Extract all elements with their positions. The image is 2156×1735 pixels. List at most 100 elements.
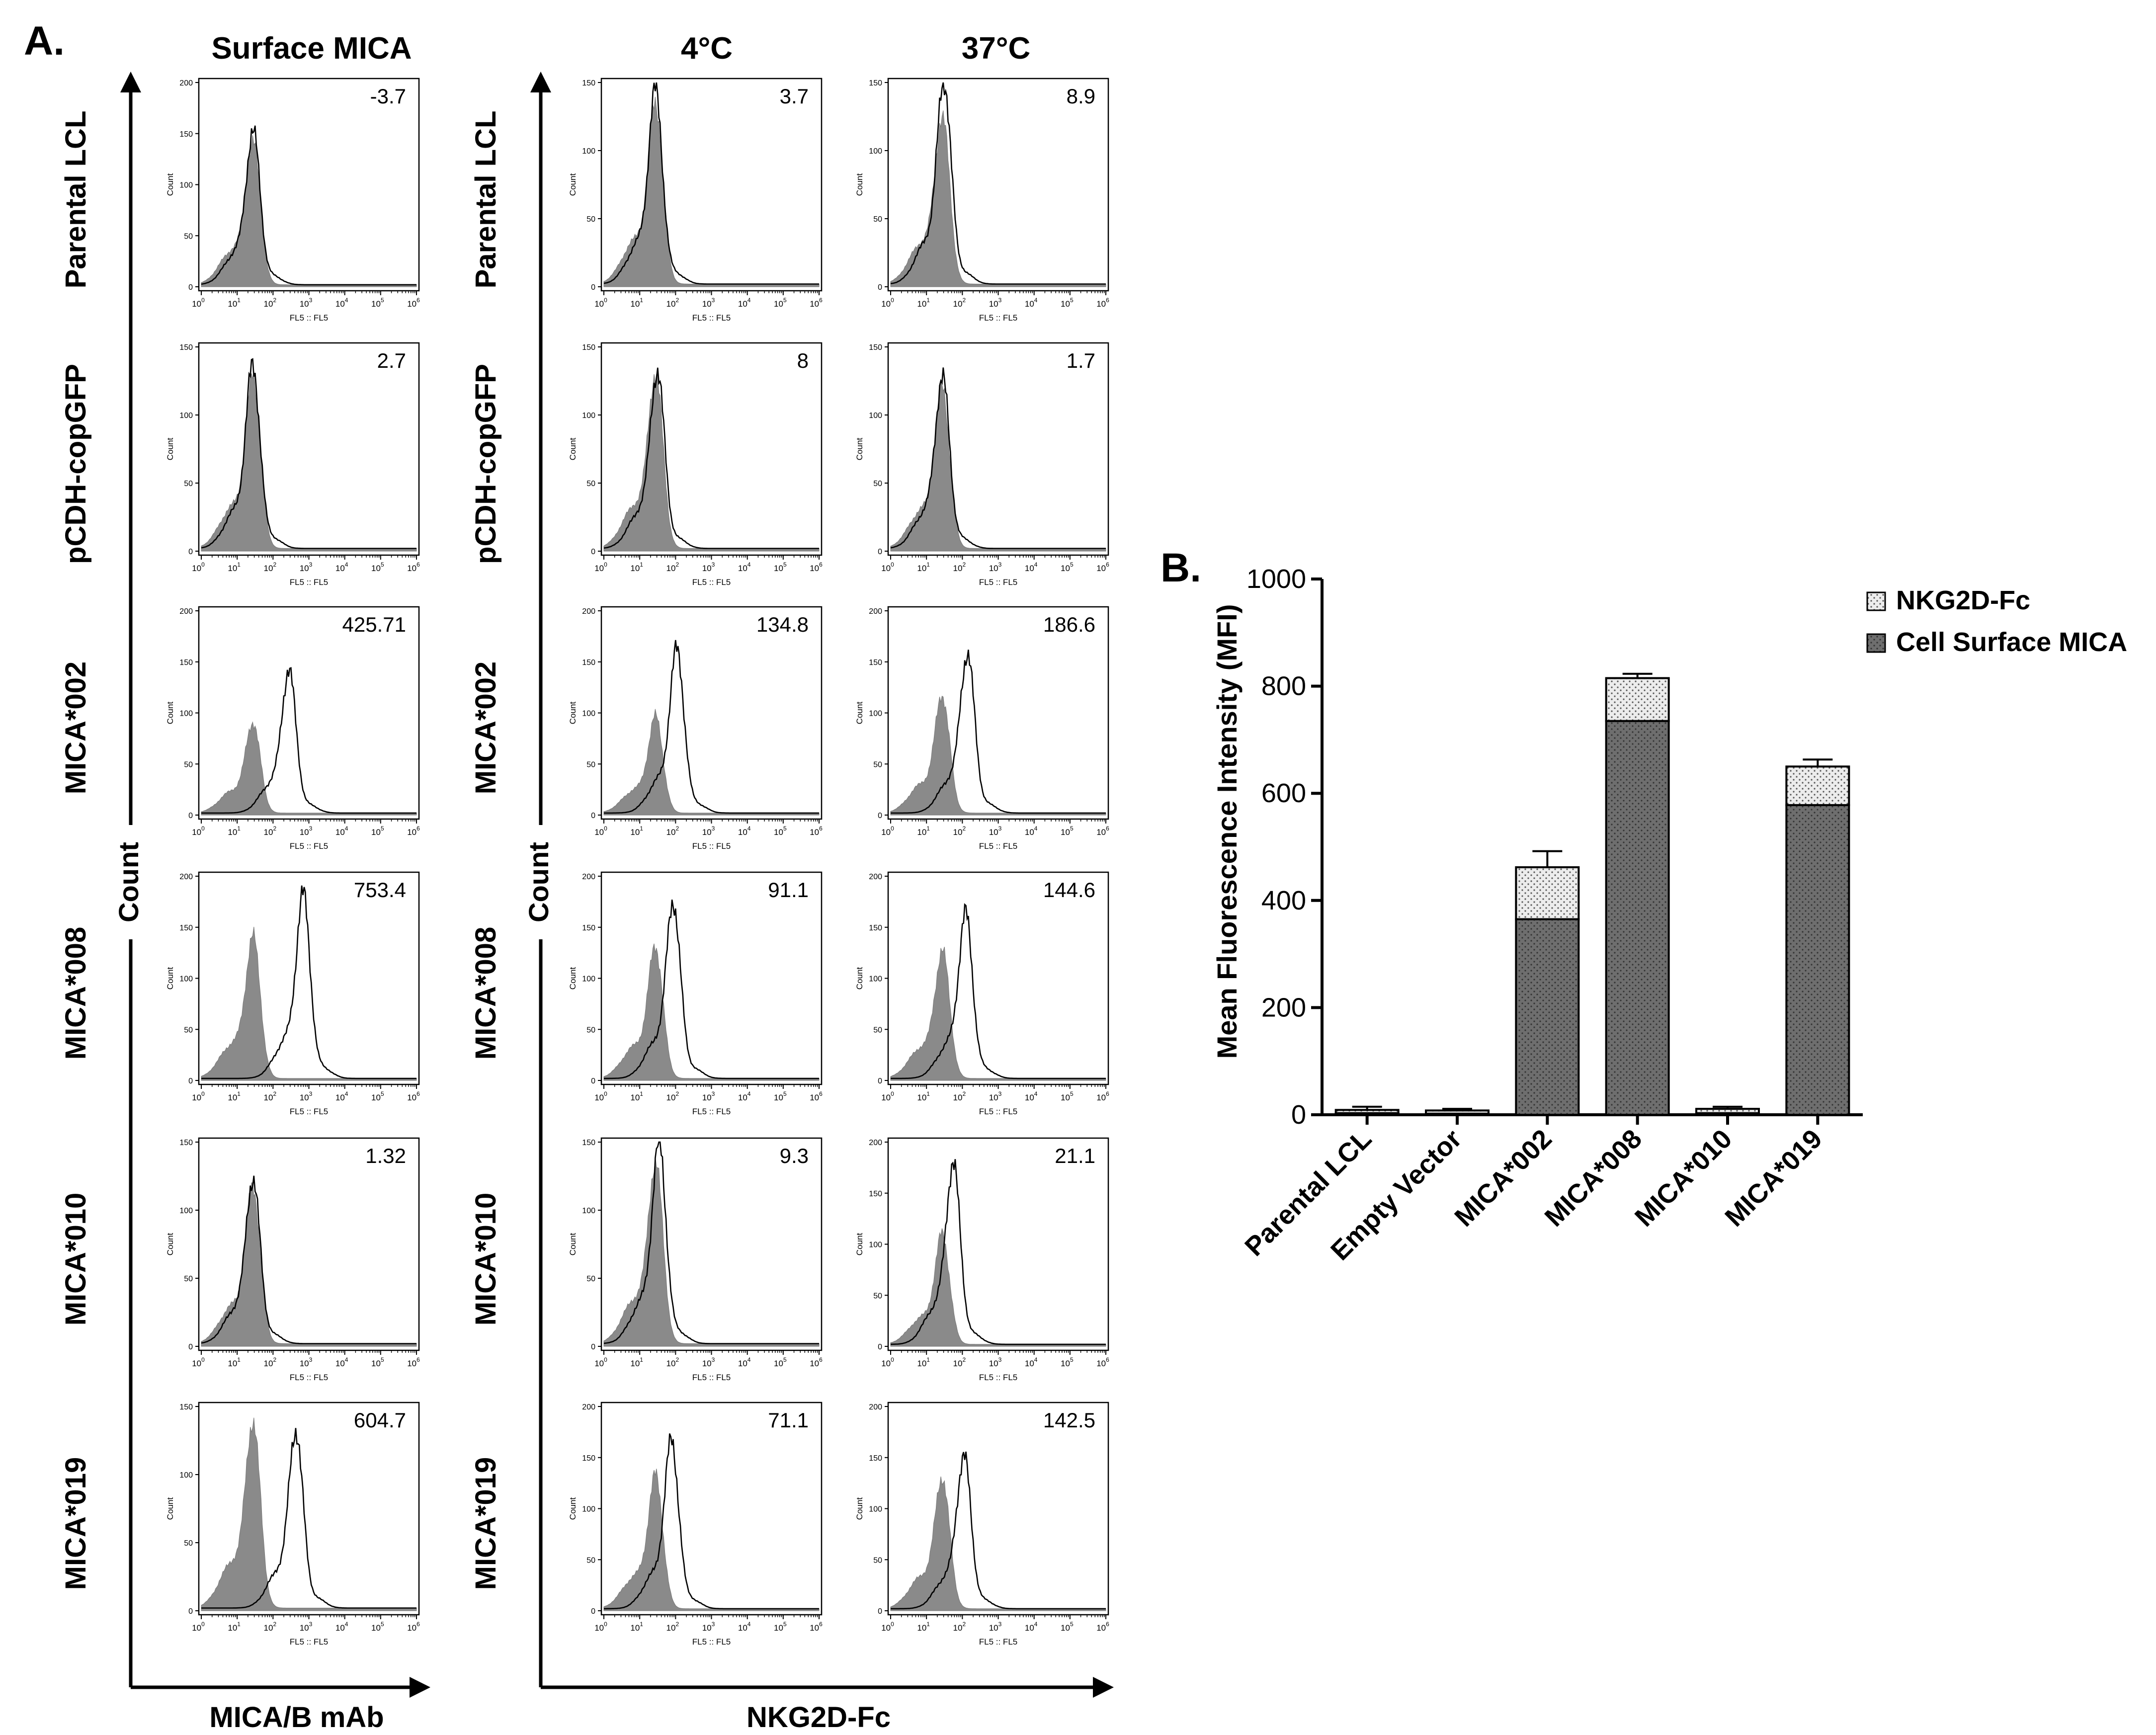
row-label-left: MICA*008: [60, 927, 92, 1060]
x-tick-exponent: 6: [819, 1356, 823, 1363]
x-tick-exponent: 0: [201, 1621, 205, 1628]
x-tick-exponent: 5: [381, 1090, 384, 1097]
x-tick-exponent: 2: [273, 561, 276, 568]
y-tick-label: 50: [873, 1292, 882, 1300]
x-tick-exponent: 2: [675, 297, 679, 304]
row-labels-right: Parental LCL pCDH-copGFP MICA*002 MICA*008 M…: [470, 111, 502, 1590]
x-tick-exponent: 6: [819, 561, 823, 568]
y-tick-label: 50: [586, 480, 595, 488]
outline-histogram: [201, 885, 416, 1079]
y-tick-label: 200: [179, 79, 193, 87]
row-label-left: Parental LCL: [60, 111, 92, 289]
hist-x-label: FL5 :: FL5: [979, 841, 1017, 851]
x-tick-label: 105: [371, 825, 384, 837]
hist-x-label: FL5 :: FL5: [979, 313, 1017, 323]
hist-x-label: FL5 :: FL5: [979, 578, 1017, 587]
legend-label: NKG2D-Fc: [1896, 585, 2030, 615]
x-tick-exponent: 1: [237, 297, 241, 304]
hist-x-label: FL5 :: FL5: [290, 1107, 328, 1116]
x-tick-exponent: 1: [640, 1090, 643, 1097]
mfi-value: 142.5: [1043, 1408, 1095, 1432]
x-tick-exponent: 0: [891, 1356, 894, 1363]
x-tick-label: 101: [228, 1090, 241, 1102]
mfi-value: 21.1: [1055, 1144, 1095, 1167]
hist-y-label: Count: [855, 1497, 864, 1520]
y-tick-label: 150: [179, 924, 193, 932]
mfi-value: 8: [797, 349, 809, 372]
x-tick-exponent: 3: [309, 1090, 313, 1097]
x-tick-label: 103: [702, 1356, 715, 1368]
outline-histogram: [603, 82, 819, 285]
x-tick-label: 104: [738, 561, 751, 573]
x-tick-label: 104: [1025, 297, 1038, 309]
y-tick-label: 50: [873, 215, 882, 224]
x-tick-label: 100: [594, 297, 607, 309]
y-tick-label: 50: [184, 760, 193, 769]
y-tick-label: 50: [184, 480, 193, 488]
x-tick-exponent: 3: [309, 825, 313, 832]
x-tick-exponent: 5: [783, 1090, 787, 1097]
x-tick-label: 104: [335, 825, 348, 837]
hist-x-label: FL5 :: FL5: [290, 1373, 328, 1382]
x-tick-label: 103: [989, 1621, 1002, 1633]
hist-x-label: FL5 :: FL5: [692, 1107, 731, 1116]
x-tick-label: 105: [1061, 1090, 1074, 1102]
column-title-surface-mica: Surface MICA: [211, 31, 412, 66]
y-tick-label: 0: [591, 283, 595, 292]
mfi-value: 134.8: [756, 613, 809, 636]
x-tick-label: 101: [630, 1356, 643, 1368]
panel-b-label: B.: [1161, 545, 1201, 590]
y-tick-label: 50: [873, 1026, 882, 1034]
x-tick-exponent: 1: [237, 1090, 241, 1097]
row-label-right: MICA*008: [470, 927, 502, 1060]
x-tick-label: 105: [371, 297, 384, 309]
histogram-frame: [600, 606, 823, 820]
x-axis-title-nkg2d: NKG2D-Fc: [746, 1701, 891, 1734]
x-tick-exponent: 0: [604, 1090, 607, 1097]
bar-category-label: MICA*008: [1539, 1124, 1648, 1233]
x-tick-label: 100: [594, 825, 607, 837]
x-tick-label: 100: [192, 297, 205, 309]
y-tick-label: 0: [878, 1077, 882, 1085]
x-tick-exponent: 3: [309, 1356, 313, 1363]
x-tick-label: 104: [1025, 1621, 1038, 1633]
x-tick-label: 102: [264, 297, 277, 309]
x-tick-exponent: 2: [273, 1621, 276, 1628]
x-tick-exponent: 1: [237, 825, 241, 832]
x-tick-exponent: 3: [998, 561, 1002, 568]
y-axis-title-left: Count: [113, 842, 144, 922]
x-tick-exponent: 4: [747, 1090, 751, 1097]
bar-y-tick-label: 200: [1261, 992, 1306, 1022]
hist-y-label: Count: [855, 702, 864, 725]
hist-x-label: FL5 :: FL5: [692, 1637, 731, 1647]
x-tick-exponent: 1: [926, 1090, 930, 1097]
y-tick-label: 50: [586, 1275, 595, 1283]
x-tick-exponent: 3: [309, 561, 313, 568]
hist-y-label: Count: [166, 1497, 175, 1520]
x-tick-exponent: 3: [998, 825, 1002, 832]
y-tick-label: 0: [591, 1607, 595, 1616]
x-tick-label: 100: [594, 1090, 607, 1102]
x-tick-label: 100: [192, 561, 205, 573]
x-tick-label: 104: [738, 1356, 751, 1368]
outline-histogram: [201, 358, 416, 549]
legend-swatch: [1866, 633, 1886, 653]
x-tick-label: 106: [407, 561, 420, 573]
row-label-left: MICA*002: [60, 661, 92, 795]
x-tick-exponent: 3: [998, 1356, 1002, 1363]
hist-y-label: Count: [568, 702, 578, 725]
x-tick-label: 105: [774, 1356, 787, 1368]
x-tick-exponent: 2: [962, 297, 966, 304]
y-tick-label: 200: [582, 1403, 595, 1411]
bar-y-tick-label: 1000: [1246, 564, 1306, 594]
x-tick-exponent: 3: [309, 1621, 313, 1628]
